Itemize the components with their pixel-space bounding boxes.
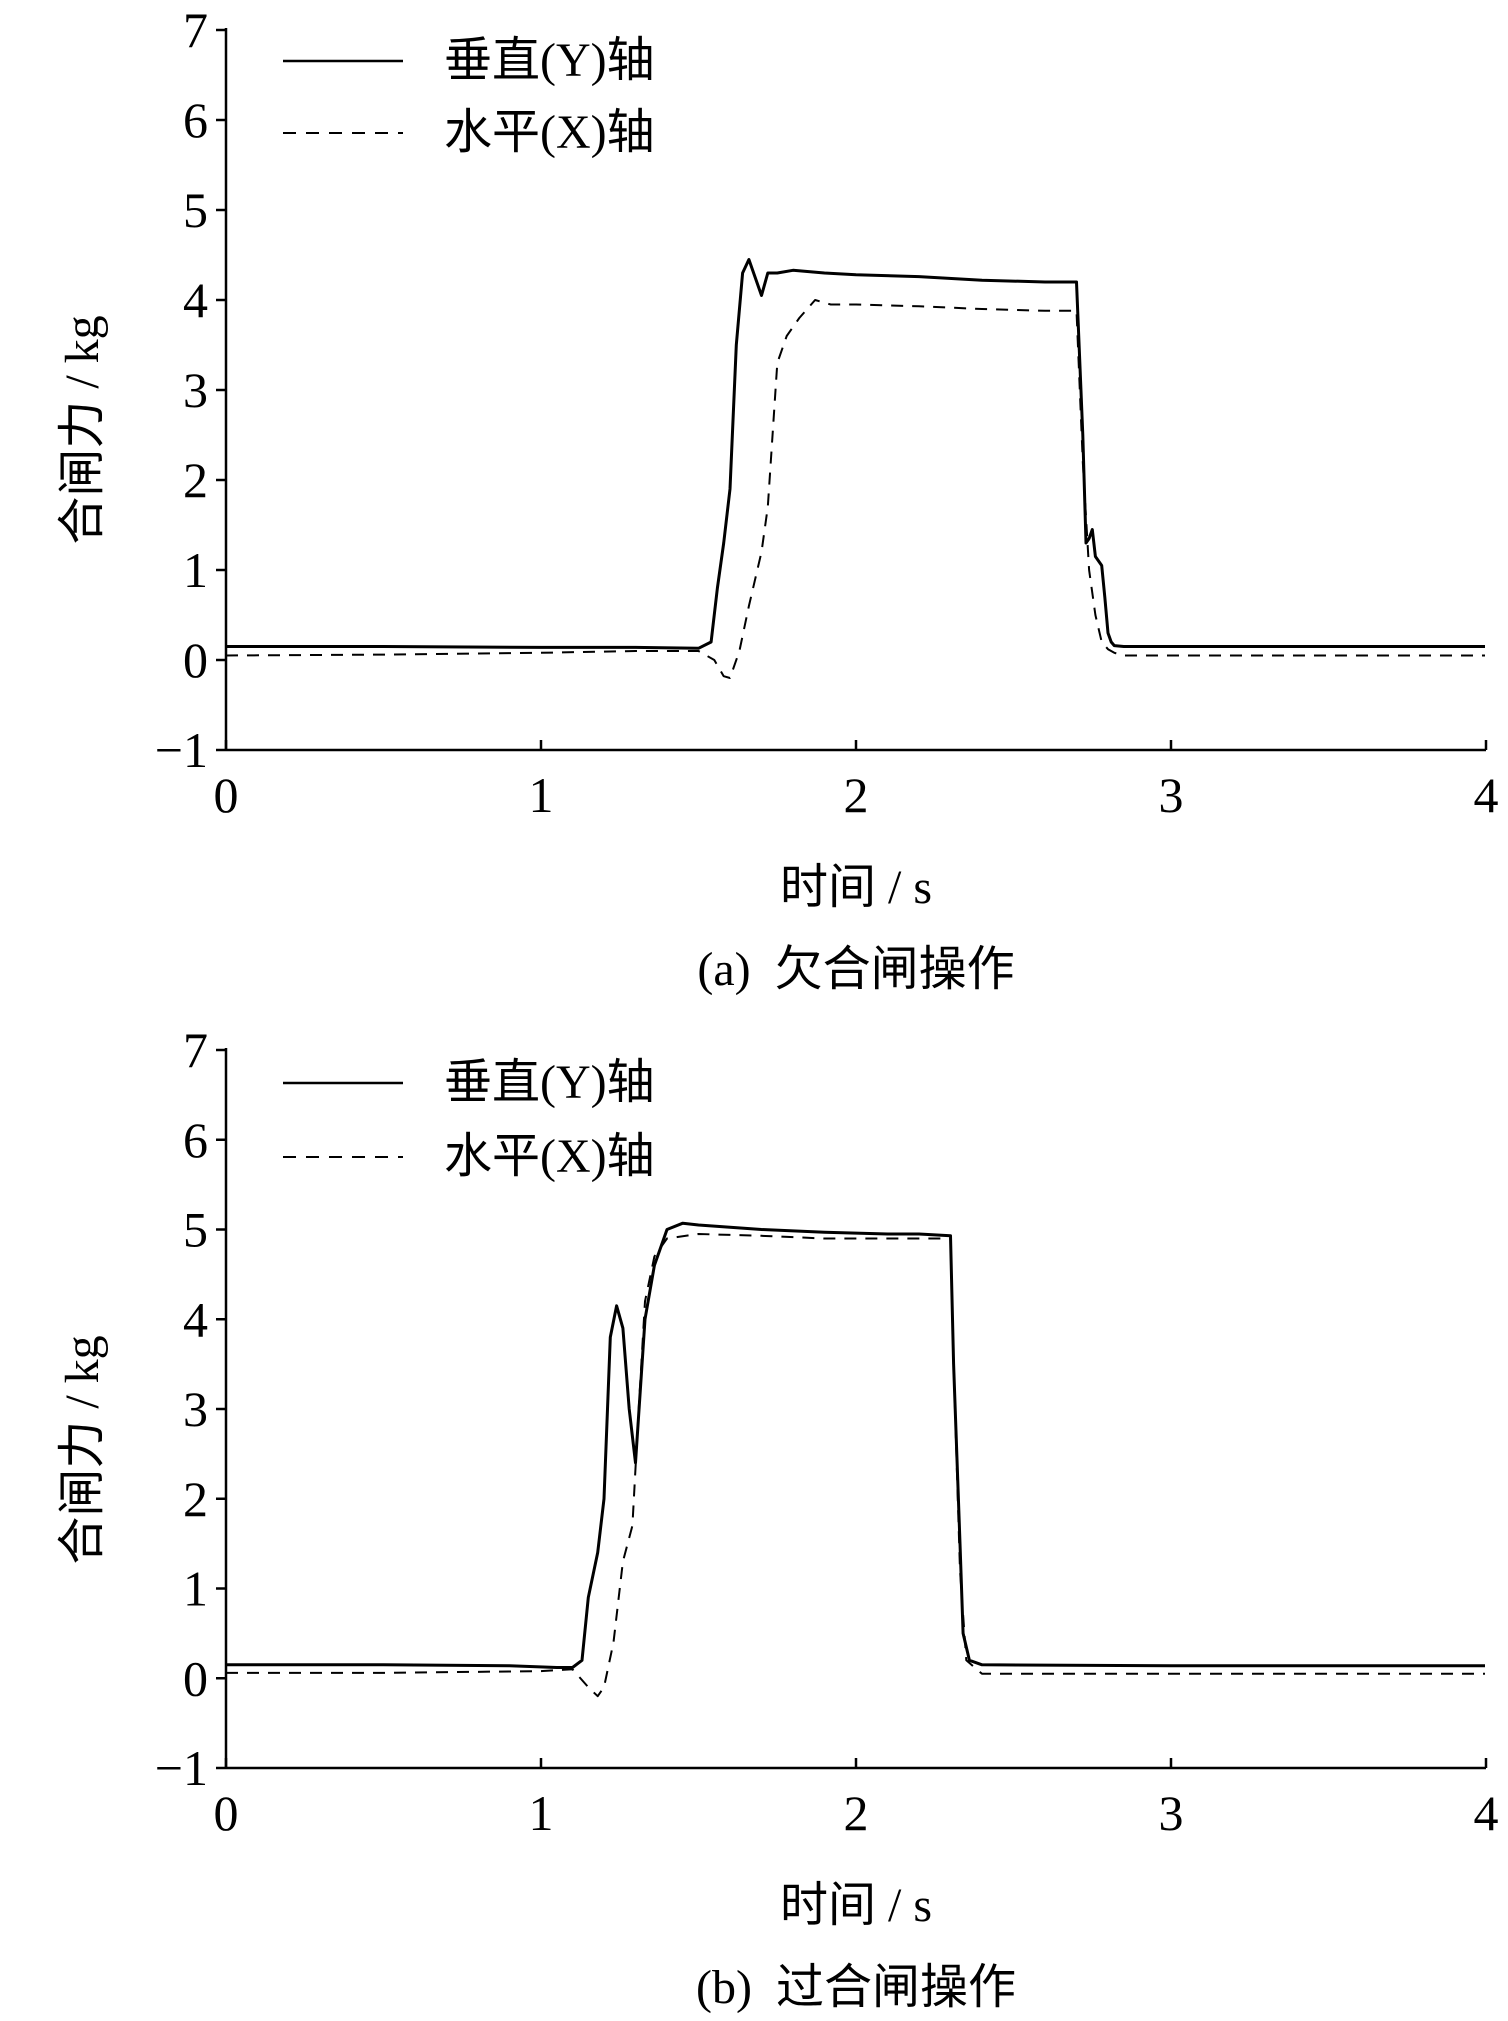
y-tick-label: 0 [183, 1650, 208, 1706]
y-tick-label: −1 [155, 722, 208, 778]
y-tick-label: 4 [183, 272, 208, 328]
series-line-vertical-y [226, 1221, 1485, 1669]
legend: 垂直(Y)轴 水平(X)轴 [283, 34, 655, 159]
y-tick-label: 7 [183, 1022, 208, 1078]
y-tick-label: −1 [155, 1740, 208, 1796]
legend: 垂直(Y)轴 水平(X)轴 [283, 1056, 655, 1183]
y-tick-label: 3 [183, 1381, 208, 1437]
legend-label-horizontal-x: 水平(X)轴 [444, 1130, 655, 1183]
x-axis-label: 时间 / s [780, 861, 932, 914]
series-line-vertical-y [226, 258, 1485, 650]
series-line-horizontal-x [225, 299, 1485, 679]
x-tick-label: 1 [529, 1785, 554, 1841]
x-axis-label: 时间 / s [780, 1879, 932, 1932]
y-tick-label: 1 [183, 542, 208, 598]
legend-label-vertical-y: 垂直(Y)轴 [444, 34, 655, 87]
y-tick-label: 2 [183, 452, 208, 508]
y-tick-label: 5 [183, 182, 208, 238]
y-tick-label: 0 [183, 632, 208, 688]
legend-label-vertical-y: 垂直(Y)轴 [444, 1056, 655, 1109]
y-tick-label: 6 [183, 1112, 208, 1168]
panel-caption: (a) 欠合闸操作 [697, 943, 1014, 996]
legend-label-horizontal-x: 水平(X)轴 [444, 106, 655, 159]
panel-caption: (b) 过合闸操作 [696, 1961, 1016, 2014]
y-tick-label: 7 [183, 2, 208, 58]
series-line-horizontal-x [226, 1233, 1485, 1698]
x-tick-label: 2 [844, 767, 869, 823]
x-tick-label: 3 [1159, 767, 1184, 823]
x-tick-label: 0 [214, 767, 239, 823]
y-axis-label: 合闸力 / kg [56, 1335, 109, 1564]
y-axis-label: 合闸力 / kg [56, 315, 109, 544]
x-tick-label: 4 [1474, 767, 1499, 823]
x-tick-label: 1 [529, 767, 554, 823]
y-tick-label: 5 [183, 1202, 208, 1258]
y-tick-label: 4 [183, 1291, 208, 1347]
y-tick-label: 3 [183, 362, 208, 418]
x-tick-label: 4 [1474, 1785, 1499, 1841]
y-tick-label: 6 [183, 92, 208, 148]
x-tick-label: 3 [1159, 1785, 1184, 1841]
x-tick-label: 0 [214, 1785, 239, 1841]
y-tick-label: 2 [183, 1471, 208, 1527]
x-tick-label: 2 [844, 1785, 869, 1841]
y-tick-label: 1 [183, 1561, 208, 1617]
